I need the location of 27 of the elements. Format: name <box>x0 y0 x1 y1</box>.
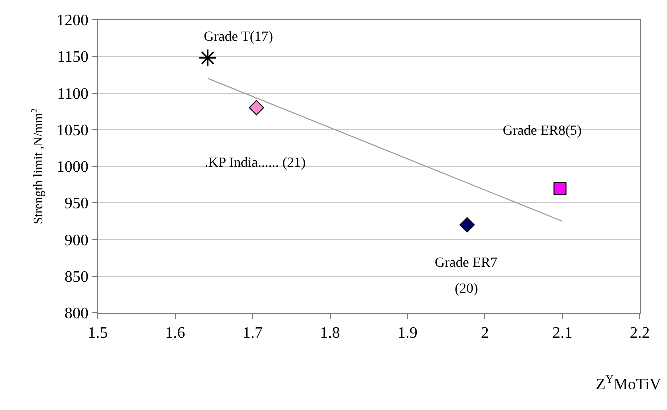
annotation: Grade ER8(5) <box>503 124 582 139</box>
y-tick-label: 950 <box>64 196 89 213</box>
annotation: Grade T(17) <box>204 30 274 45</box>
annotation: .KP India...... (21) <box>205 156 306 171</box>
y-tick-label: 1000 <box>56 159 89 176</box>
x-tick-label: 1.7 <box>242 325 263 342</box>
point <box>554 182 567 195</box>
x-tick-label: 2.1 <box>552 325 573 342</box>
y-tick-label: 800 <box>64 306 89 323</box>
point <box>460 217 475 233</box>
y-tick-label: 900 <box>64 232 89 250</box>
point <box>198 48 218 68</box>
y-tick-label: 1200 <box>56 12 89 30</box>
x-tick-label: 1.8 <box>320 325 340 342</box>
y-tick-label: 1150 <box>57 49 89 66</box>
point <box>249 100 264 116</box>
x-tick-label: 1.5 <box>88 325 108 342</box>
y-tick-label: 1100 <box>57 86 89 103</box>
y-tick-label: 850 <box>64 268 89 286</box>
x-tick-label: 2 <box>481 325 490 342</box>
x-tick-label: 2.2 <box>630 325 650 342</box>
y-tick-label: 1050 <box>56 122 89 140</box>
annotation: (20) <box>455 282 479 297</box>
x-axis-title: Z$^{Y}$MoTiV <box>596 374 662 394</box>
annotation: Grade ER7 <box>435 256 498 271</box>
x-tick-label: 1.6 <box>165 325 186 342</box>
x-tick-label: 1.9 <box>398 325 418 342</box>
